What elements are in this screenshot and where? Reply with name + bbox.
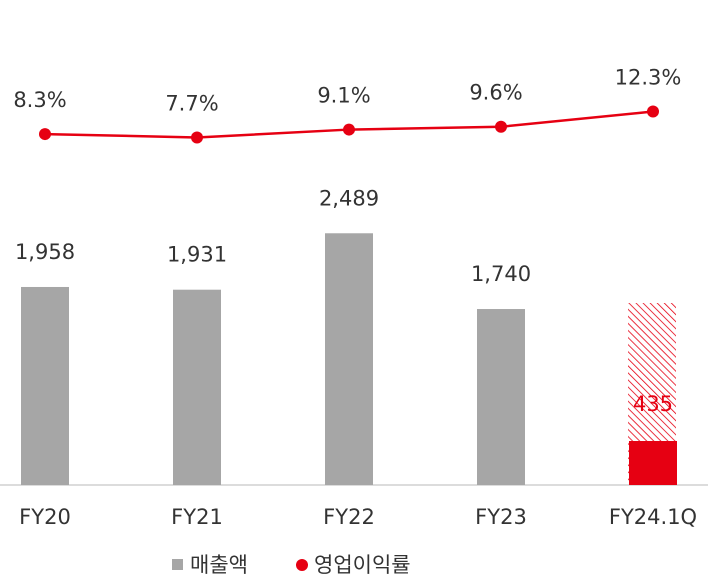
x-tick-label: FY22: [323, 505, 375, 529]
legend-label: 영업이익률: [314, 553, 411, 577]
bar: [325, 233, 373, 485]
x-tick-label: FY24.1Q: [609, 505, 697, 529]
line-point: [343, 123, 355, 136]
data-label: 1,740: [471, 262, 531, 286]
x-tick-label: FY21: [171, 505, 223, 529]
data-label: 2,489: [319, 186, 379, 210]
x-tick-label: FY23: [475, 505, 527, 529]
data-label: 12.3%: [615, 66, 682, 90]
legend-swatch: [172, 559, 183, 570]
bar: [629, 441, 677, 485]
line-point: [39, 128, 51, 141]
data-label: 435: [633, 392, 673, 416]
line-point: [647, 105, 659, 118]
line-point: [495, 120, 507, 133]
data-label: 1,958: [15, 240, 75, 264]
legend-swatch: [296, 559, 308, 571]
data-label: 1,931: [167, 243, 227, 267]
data-label: 9.6%: [469, 81, 522, 105]
data-label: 8.3%: [13, 88, 66, 112]
legend-label: 매출액: [190, 553, 248, 577]
bar: [173, 289, 221, 485]
bar: [477, 309, 525, 485]
bar: [21, 286, 69, 485]
data-label: 7.7%: [165, 91, 218, 115]
data-label: 9.1%: [317, 84, 370, 108]
x-tick-label: FY20: [19, 505, 71, 529]
line-point: [191, 131, 203, 144]
